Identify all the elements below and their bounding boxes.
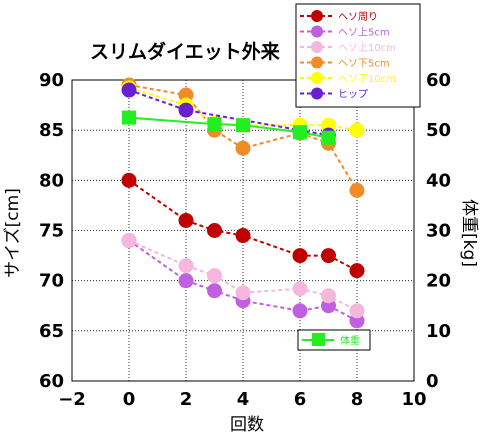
data-point (292, 248, 308, 264)
data-point (321, 248, 336, 264)
y-left-tick-label: 65 (39, 321, 64, 342)
x-tick-label: 6 (294, 389, 307, 410)
data-point (349, 303, 365, 319)
data-point (321, 288, 336, 304)
data-point (236, 118, 250, 133)
y-right-tick-label: 20 (426, 271, 451, 292)
data-point (207, 268, 222, 284)
y-left-axis-label: サイズ[cm] (3, 188, 23, 278)
y-right-axis-label: 体重[kg] (459, 199, 479, 267)
data-point (178, 258, 194, 274)
y-right-tick-label: 40 (426, 170, 451, 191)
data-point (235, 140, 251, 156)
data-point (235, 285, 251, 301)
legend-label: ヘソ上5cm (338, 27, 390, 39)
data-point (178, 273, 194, 289)
series-0 (121, 172, 365, 279)
data-point (293, 125, 307, 140)
data-point (235, 228, 251, 244)
y-right-tick-label: 10 (426, 321, 451, 342)
x-tick-label: 4 (237, 389, 250, 410)
plot-frame (71, 79, 415, 382)
x-axis-label: 回数 (230, 415, 264, 435)
chart-title: スリムダイエット外来 (90, 40, 280, 63)
legend-marker (311, 56, 323, 69)
y-left-tick-labels: 60 65 70 75 80 85 90 (39, 70, 64, 392)
series-line (128, 89, 329, 137)
legend-label: ヒップ (338, 89, 368, 101)
legend-marker (311, 10, 323, 22)
y-left-tick-label: 80 (39, 170, 64, 191)
legend-label: ヘソ周り (338, 11, 378, 23)
data-point (178, 102, 194, 118)
y-right-tick-label: 30 (426, 221, 451, 242)
y-left-tick-label: 75 (39, 221, 64, 242)
data-point (292, 303, 308, 319)
data-point (292, 281, 308, 297)
data-point (207, 223, 222, 238)
data-point (349, 182, 365, 198)
legend-label: ヘソ下5cm (338, 59, 390, 70)
legend-marker (311, 41, 323, 53)
legend-marker (311, 87, 323, 100)
y-left-tick-label: 85 (39, 120, 64, 141)
data-point (349, 122, 365, 138)
y-right-tick-label: 0 (426, 371, 439, 392)
y-right-tick-label: 50 (426, 120, 451, 141)
data-point (321, 130, 336, 145)
data-point (349, 263, 365, 279)
x-tick-label: −2 (58, 389, 86, 410)
y-right-tick-label: 60 (426, 70, 451, 91)
series-2 (121, 233, 365, 319)
legend-label: ヘソ下10cm (338, 74, 396, 85)
x-tick-label: 0 (123, 389, 136, 410)
x-tick-labels: −2 0 2 4 6 8 10 (58, 389, 426, 410)
series-6 (122, 110, 336, 145)
data-point (121, 82, 137, 98)
legend-marker (311, 25, 323, 38)
legend-label: ヘソ上10cm (338, 42, 396, 54)
y-left-tick-label: 70 (39, 271, 64, 292)
data-point (121, 172, 137, 188)
x-tick-label: 10 (401, 389, 426, 410)
data-point (207, 283, 222, 299)
series-group (121, 77, 365, 329)
data-point (178, 212, 194, 228)
data-point (122, 110, 136, 125)
weight-legend: 体重 (297, 329, 371, 351)
legend-marker (311, 72, 323, 84)
x-tick-label: 8 (351, 389, 364, 410)
y-left-tick-label: 60 (39, 371, 64, 392)
y-right-tick-labels: 0 10 20 30 40 50 60 (426, 70, 451, 392)
data-point (207, 117, 222, 132)
y-left-tick-label: 90 (39, 70, 64, 91)
legend-marker (312, 333, 325, 346)
legend-label: 体重 (340, 334, 360, 347)
x-tick-label: 2 (180, 389, 193, 410)
data-point (121, 233, 137, 249)
